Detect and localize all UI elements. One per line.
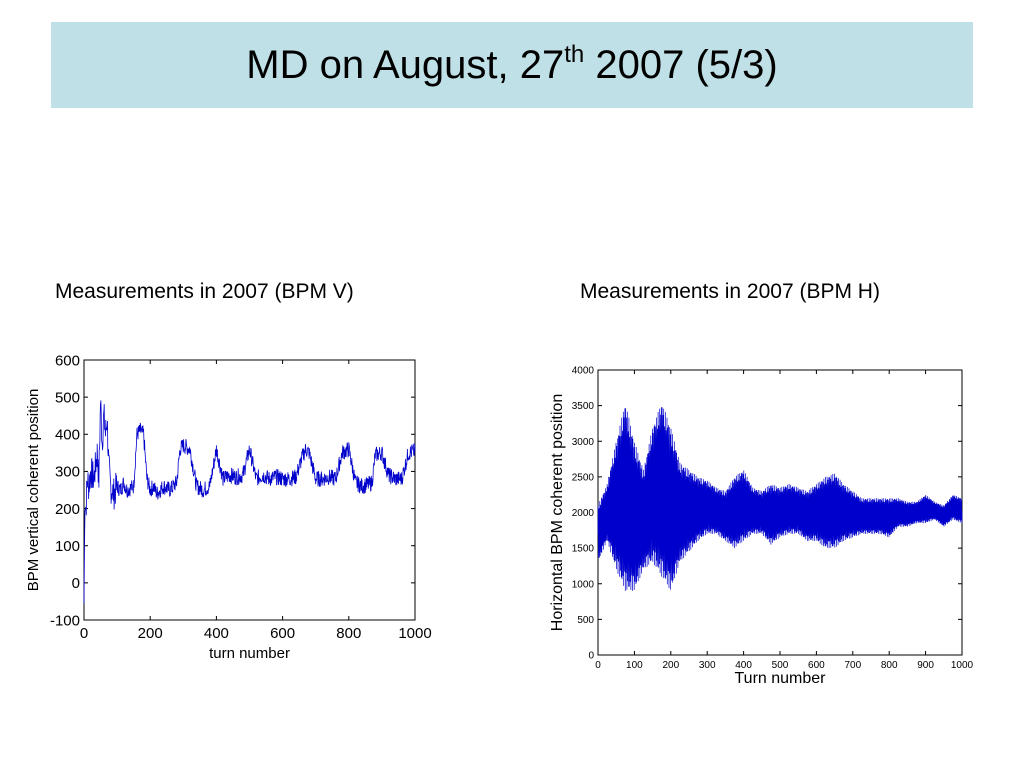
y-tick-label: 3000 — [572, 437, 595, 448]
x-tick-label: 700 — [844, 660, 861, 671]
x-tick-label: 600 — [808, 660, 825, 671]
x-tick-label: 400 — [735, 660, 752, 671]
x-tick-label: 300 — [699, 660, 716, 671]
y-tick-label: 300 — [55, 464, 80, 481]
x-tick-label: 100 — [626, 660, 643, 671]
bpm-vertical-chart: 0 200 400 600 800 1000-1000100200300400500600… — [25, 352, 432, 662]
y-tick-label: 500 — [577, 615, 594, 626]
y-tick-label: 100 — [55, 538, 80, 555]
y-tick-label: 0 — [588, 651, 594, 662]
title-main: MD on August, 27 — [246, 42, 565, 87]
y-tick-label: 3500 — [572, 401, 595, 412]
x-tick-label: 600 — [270, 625, 295, 642]
y-tick-label: 600 — [55, 352, 80, 369]
slide-title: MD on August, 27th 2007 (5/3) — [246, 40, 778, 88]
y-tick-label: 0 — [72, 575, 80, 592]
x-tick-label: 1000 — [951, 660, 974, 671]
y-tick-label: 4000 — [572, 366, 595, 377]
y-axis-label: BPM vertical coherent position — [25, 389, 42, 592]
y-tick-label: 1000 — [572, 579, 595, 590]
x-tick-label: 200 — [138, 625, 163, 642]
x-tick-label: 800 — [881, 660, 898, 671]
series-line-bpm-h — [597, 407, 963, 591]
x-axis-label: turn number — [209, 645, 290, 662]
y-axis-label: Horizontal BPM coherent position — [549, 394, 566, 631]
caption-bpm-h: Measurements in 2007 (BPM H) — [580, 280, 880, 303]
y-tick-label: 400 — [55, 427, 80, 444]
x-axis-label: Turn number — [735, 670, 827, 687]
y-tick-label: -100 — [50, 612, 80, 629]
x-tick-label: 800 — [336, 625, 361, 642]
x-tick-label: 400 — [204, 625, 229, 642]
x-tick-label: 500 — [772, 660, 789, 671]
caption-bpm-v: Measurements in 2007 (BPM V) — [55, 280, 354, 303]
title-superscript: th — [564, 40, 585, 68]
bpm-horizontal-chart: 0 100 200 300 400 500 600 700 800 900 1000 0 500 1000… — [549, 366, 974, 688]
y-tick-label: 1500 — [572, 544, 595, 555]
y-tick-label: 2000 — [572, 508, 595, 519]
x-tick-label: 0 — [595, 660, 601, 671]
y-tick-label: 2500 — [572, 472, 595, 483]
x-tick-label: 200 — [662, 660, 679, 671]
x-tick-label: 1000 — [398, 625, 431, 642]
x-tick-label: 900 — [917, 660, 934, 671]
series-line-bpm-v — [83, 400, 416, 604]
x-tick-label: 0 — [80, 625, 88, 642]
y-tick-label: 200 — [55, 501, 80, 518]
title-rest: 2007 (5/3) — [584, 42, 778, 87]
y-tick-label: 500 — [55, 389, 80, 406]
title-bar: MD on August, 27th 2007 (5/3) — [51, 22, 973, 108]
